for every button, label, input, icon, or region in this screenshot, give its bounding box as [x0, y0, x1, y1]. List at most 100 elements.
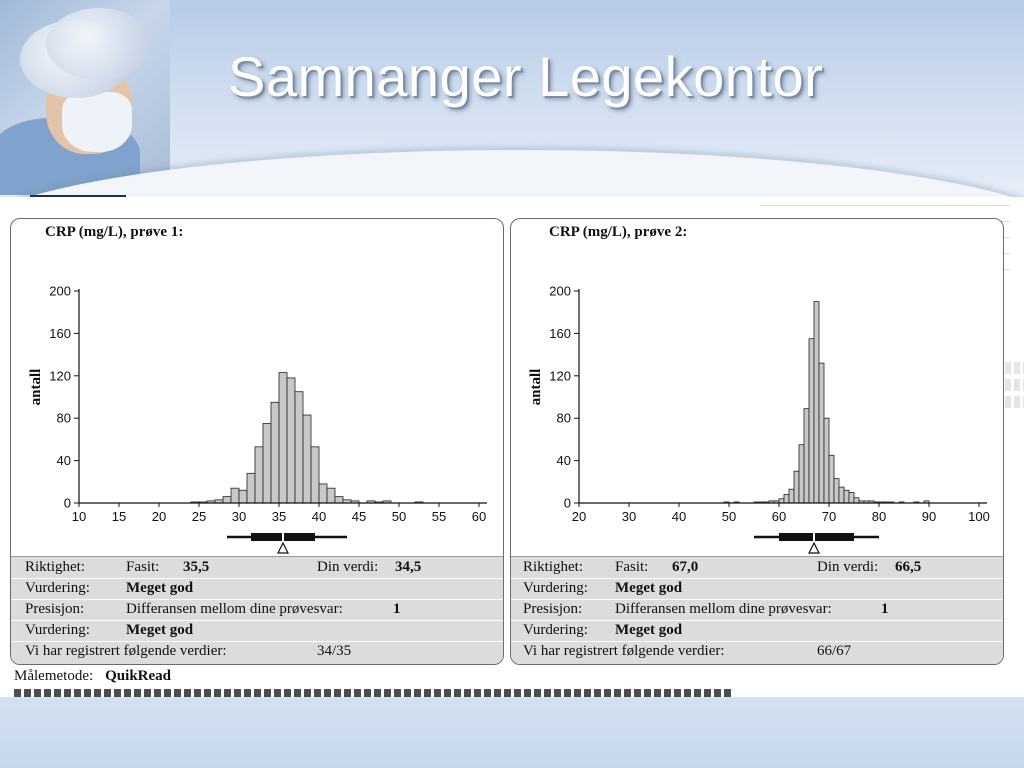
- vurdering-row-2: Vurdering: Meget god: [511, 620, 1003, 642]
- histogram-bar: [778, 498, 785, 504]
- histogram-chart-sample-1: 0 40 80 120 160 200 10 15 20 25 30 35 40 45 50 55 60 anta…: [28, 284, 487, 554]
- histogram-bar: [823, 417, 830, 504]
- footer-band: [0, 697, 1024, 768]
- y-tick-label: 40: [557, 453, 571, 468]
- x-tick-label: 20: [152, 509, 166, 524]
- title-underline: [30, 195, 126, 197]
- riktighet-row: Riktighet: Fasit: 67,0 Din verdi: 66,5: [511, 557, 1003, 579]
- histogram-bar: [833, 478, 840, 504]
- histogram-bar: [853, 497, 860, 504]
- boxplot-median: [282, 533, 284, 541]
- riktighet-row: Riktighet: Fasit: 35,5 Din verdi: 34,5: [11, 557, 503, 579]
- presisjon-row: Presisjon: Differansen mellom dine prøve…: [511, 599, 1003, 621]
- y-tick-label: 200: [49, 284, 71, 299]
- x-tick-label: 25: [192, 509, 206, 524]
- histogram-bar: [813, 301, 820, 504]
- x-tick-label: 45: [352, 509, 366, 524]
- histogram-bar: [302, 414, 312, 504]
- x-tick-label: 30: [232, 509, 246, 524]
- fasit-value: 67,0: [672, 559, 699, 575]
- histogram-bars: [723, 301, 930, 504]
- presisjon-text: Differansen mellom dine prøvesvar:: [126, 601, 343, 617]
- y-tick-label: 80: [557, 411, 571, 426]
- fasit-label: Fasit:: [615, 559, 649, 575]
- measurement-method: Målemetode: QuikRead: [14, 668, 171, 685]
- result-table: Riktighet: Fasit: 35,5 Din verdi: 34,5 V…: [11, 556, 503, 664]
- x-tick-label: 50: [722, 509, 736, 524]
- slide-title: Samnanger Legekontor: [228, 45, 824, 108]
- scanned-report: CRP (mg/L), prøve 1: 0 40 80 120 160 200 10 15 2…: [0, 197, 1024, 697]
- header-banner: Samnanger Legekontor: [0, 0, 1024, 200]
- histogram-bar: [222, 496, 232, 504]
- vurdering-value: Meget god: [615, 580, 683, 596]
- histogram-bar: [286, 377, 296, 504]
- y-tick-label: 120: [49, 368, 71, 383]
- histogram-bar: [783, 494, 790, 504]
- y-tick-label: 120: [549, 368, 571, 383]
- x-tick-label: 35: [272, 509, 286, 524]
- vurdering-value: Meget god: [126, 580, 194, 596]
- x-tick-label: 20: [572, 509, 586, 524]
- presisjon-label: Presisjon:: [523, 601, 583, 617]
- vurdering-value: Meget god: [615, 622, 683, 638]
- din-verdi-label: Din verdi:: [317, 559, 379, 575]
- y-tick-label: 160: [549, 326, 571, 341]
- panel-heading: CRP (mg/L), prøve 2:: [549, 224, 688, 240]
- histogram-bar: [254, 446, 264, 504]
- vurdering-row-1: Vurdering: Meget god: [11, 578, 503, 600]
- y-tick-label: 80: [57, 411, 71, 426]
- histogram-bar: [270, 401, 280, 504]
- x-tick-label: 70: [822, 509, 836, 524]
- histogram-chart-sample-2: 0 40 80 120 160 200 20 30 40 50 60 70 80 90 100 antall: [528, 284, 990, 554]
- y-tick-label: 40: [57, 453, 71, 468]
- histogram-bar: [828, 454, 835, 504]
- histogram-bar: [294, 391, 304, 504]
- y-tick-label: 0: [64, 496, 71, 511]
- histogram-bar: [334, 496, 344, 504]
- y-axis-title: antall: [528, 369, 544, 406]
- histogram-bar: [230, 487, 240, 504]
- registrert-row: Vi har registrert følgende verdier: 34/3…: [11, 641, 503, 662]
- x-tick-label: 40: [312, 509, 326, 524]
- x-tick-label: 100: [968, 509, 990, 524]
- metode-value: QuikRead: [105, 668, 171, 684]
- target-value-marker: [277, 541, 289, 554]
- histogram-bar: [262, 423, 272, 504]
- riktighet-label: Riktighet:: [523, 559, 583, 575]
- vurdering-label: Vurdering:: [25, 580, 90, 596]
- x-tick-label: 40: [672, 509, 686, 524]
- histogram-bar: [278, 372, 288, 504]
- x-tick-label: 10: [72, 509, 86, 524]
- registrert-row: Vi har registrert følgende verdier: 66/6…: [511, 641, 1003, 662]
- cut-off-text-line: [14, 689, 734, 697]
- vurdering-label: Vurdering:: [523, 622, 588, 638]
- x-tick-label: 90: [922, 509, 936, 524]
- histogram-bar: [848, 491, 855, 504]
- histogram-bar: [798, 444, 805, 504]
- presisjon-text: Differansen mellom dine prøvesvar:: [615, 601, 832, 617]
- x-tick-label: 50: [392, 509, 406, 524]
- x-tick-label: 80: [872, 509, 886, 524]
- histogram-bar: [793, 470, 800, 504]
- panel-heading: CRP (mg/L), prøve 1:: [45, 224, 184, 240]
- presisjon-value: 1: [881, 601, 889, 617]
- histogram-bar: [326, 487, 336, 504]
- vurdering-row-1: Vurdering: Meget god: [511, 578, 1003, 600]
- histogram-bars: [190, 372, 424, 504]
- presisjon-label: Presisjon:: [25, 601, 85, 617]
- presisjon-row: Presisjon: Differansen mellom dine prøve…: [11, 599, 503, 621]
- histogram-bar: [803, 408, 810, 504]
- histogram-bar: [838, 486, 845, 504]
- histogram-bar: [818, 362, 825, 504]
- registrert-label: Vi har registrert følgende verdier:: [523, 643, 725, 659]
- histogram-bar: [843, 489, 850, 504]
- target-value-marker: [808, 541, 820, 554]
- din-verdi-value: 66,5: [895, 559, 922, 575]
- boxplot-median: [813, 533, 815, 541]
- vurdering-value: Meget god: [126, 622, 194, 638]
- riktighet-label: Riktighet:: [25, 559, 85, 575]
- y-tick-label: 0: [564, 496, 571, 511]
- vurdering-row-2: Vurdering: Meget god: [11, 620, 503, 642]
- fasit-value: 35,5: [183, 559, 210, 575]
